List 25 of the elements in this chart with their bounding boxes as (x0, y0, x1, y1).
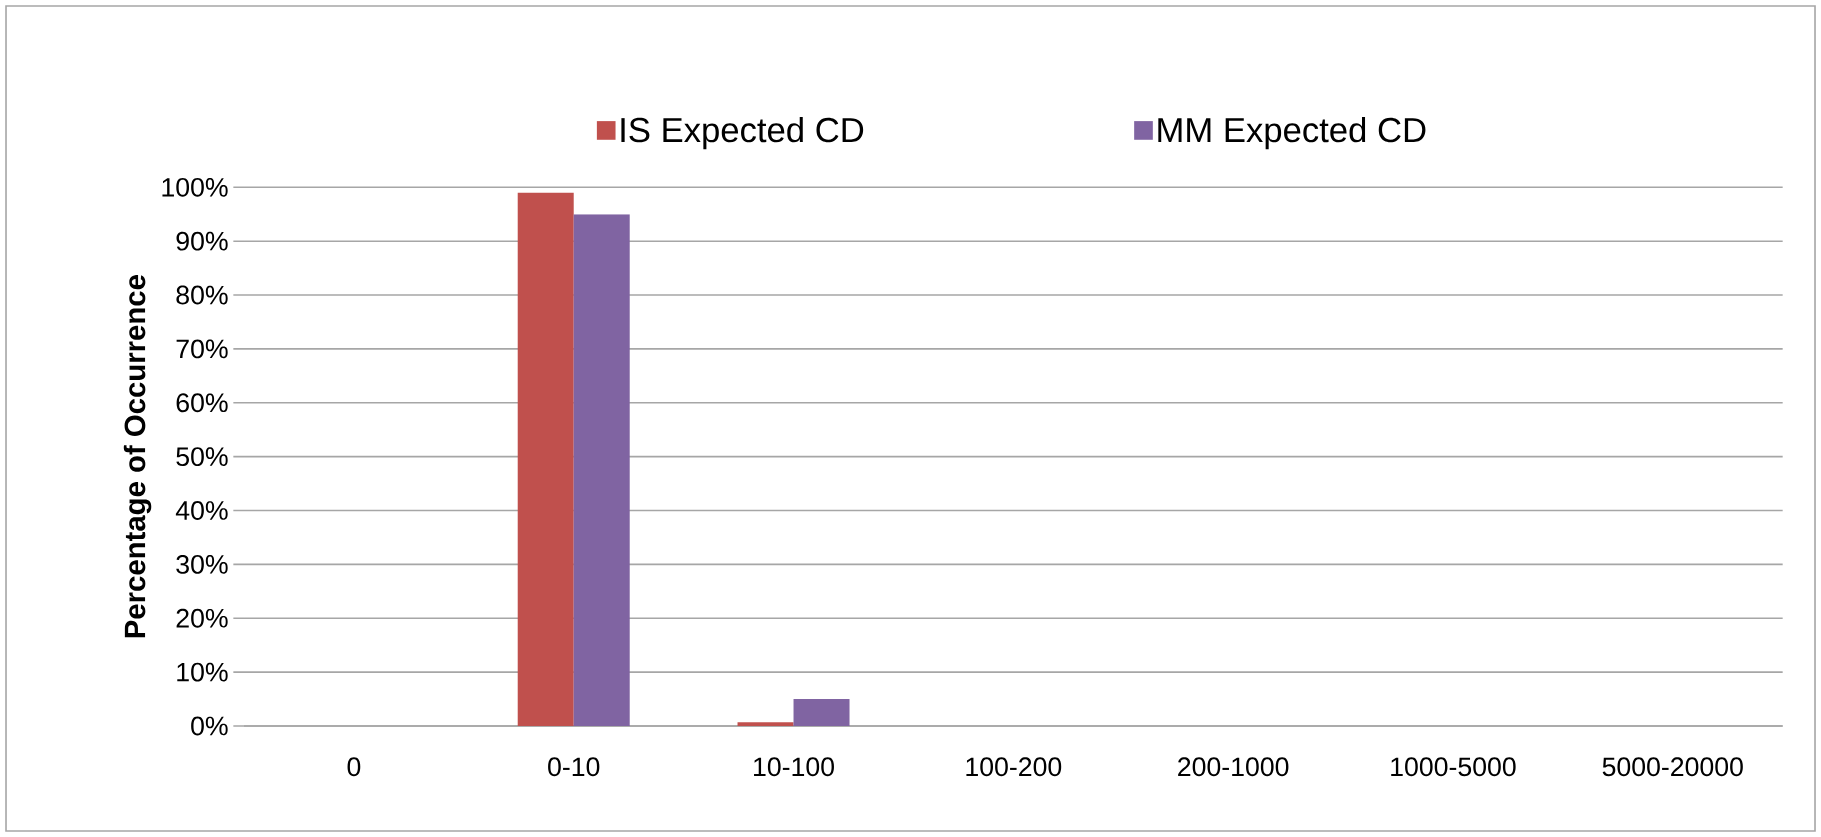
x-tick-label: 200-1000 (1178, 757, 1289, 777)
y-tick-label: 40% (175, 501, 228, 520)
y-tick-label: 0% (191, 716, 228, 736)
y-axis-title: Percentage of Occurrence (123, 275, 152, 638)
y-tick-label: 60% (176, 393, 228, 413)
y-tick-label: 50% (176, 447, 228, 467)
y-tick-label: 30% (176, 554, 228, 574)
x-tick-label: 0-10 (548, 757, 600, 777)
y-tick-label: 100% (162, 177, 228, 197)
x-tick-label: 1000-5000 (1391, 757, 1516, 777)
x-tick-label: 10-100 (754, 757, 834, 777)
y-tick-label: 80% (176, 285, 228, 305)
bar (573, 214, 630, 726)
y-tick-label: 20% (176, 608, 228, 628)
bar (737, 722, 794, 726)
x-tick-label: 5000-20000 (1602, 757, 1743, 777)
legend-label: IS Expected CD (621, 116, 864, 150)
y-tick-label: 90% (176, 231, 228, 251)
bar (517, 192, 574, 726)
y-tick-label: 70% (176, 339, 228, 359)
x-tick-label: 100-200 (966, 757, 1062, 777)
x-tick-label: 0 (347, 757, 361, 777)
y-tick-label: 10% (177, 662, 228, 682)
legend-label: MM Expected CD (1158, 116, 1426, 150)
bar (793, 699, 850, 726)
